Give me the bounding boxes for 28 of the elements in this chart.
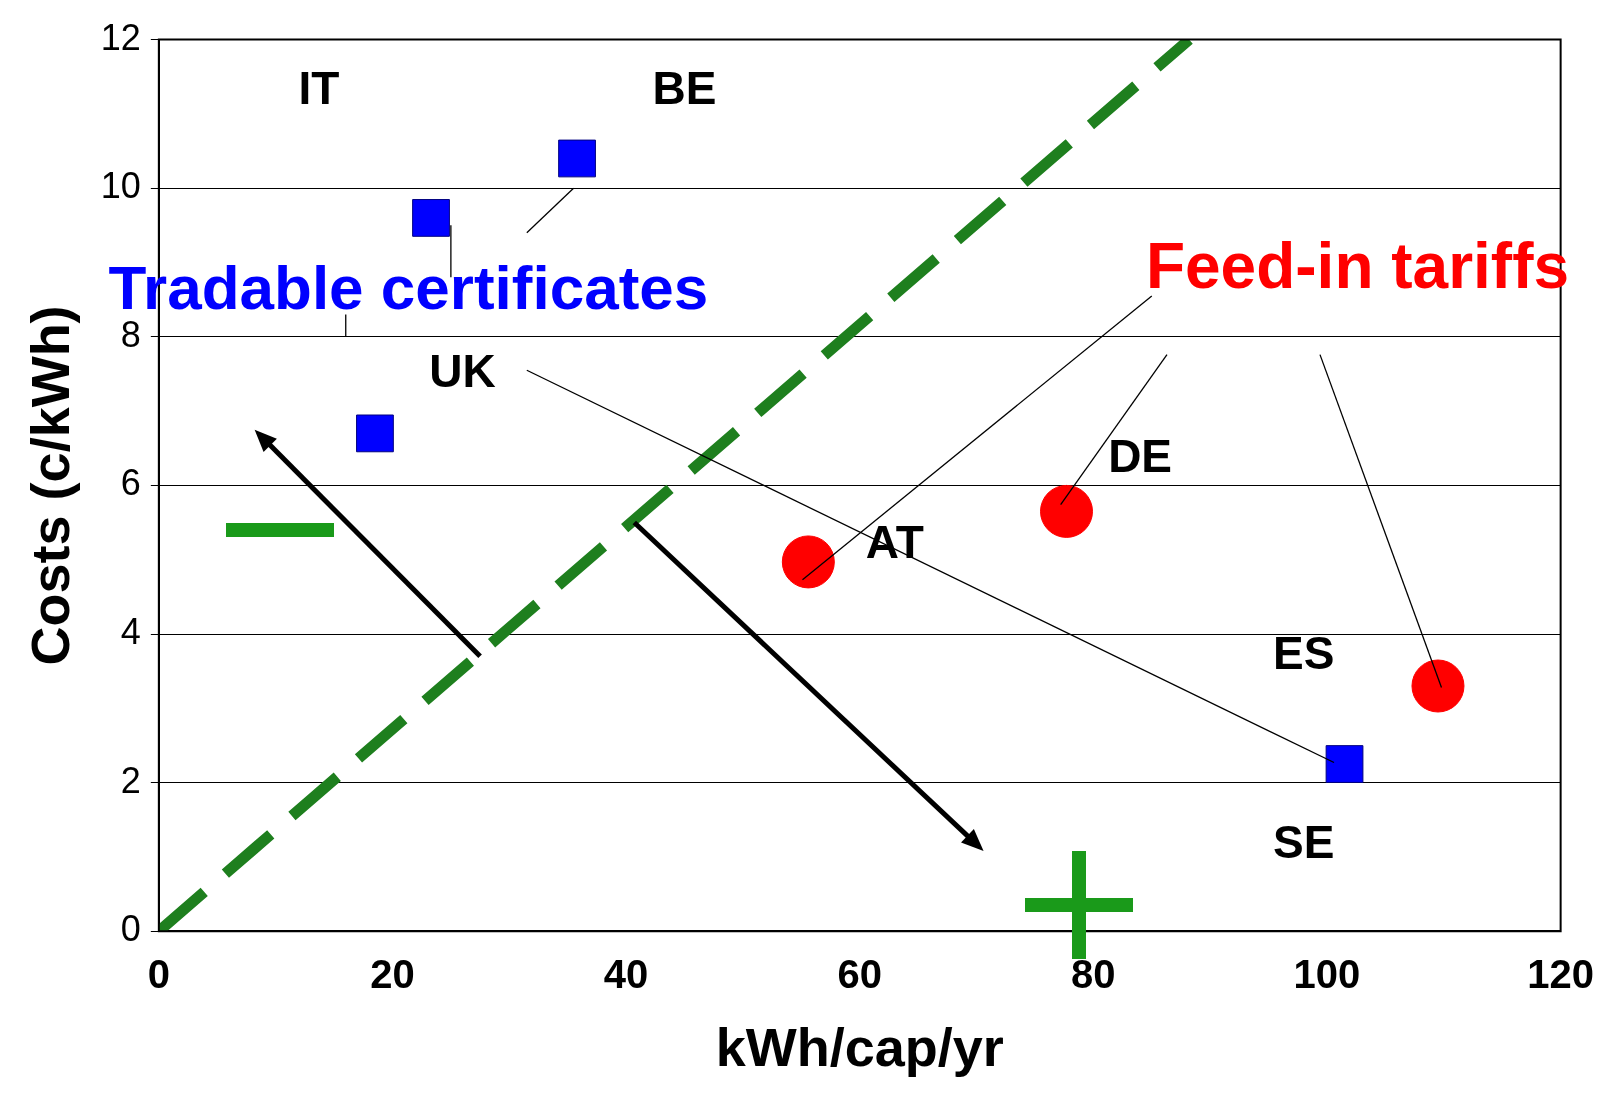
x-tick-label: 120 xyxy=(1527,952,1595,997)
y-tick-label: 4 xyxy=(120,610,141,652)
point xyxy=(356,414,394,453)
point xyxy=(558,139,596,178)
y-tick-label: 12 xyxy=(100,16,141,58)
annotation: IT xyxy=(298,62,340,115)
x-tick-label: 20 xyxy=(370,952,415,997)
y-tick-label: 0 xyxy=(120,908,141,950)
x-axis-title: kWh/cap/yr xyxy=(715,1017,1004,1078)
x-tick-label: 60 xyxy=(837,952,882,997)
point xyxy=(412,199,450,237)
point xyxy=(1325,745,1364,783)
y-tick-label: 8 xyxy=(120,313,141,355)
annotation: UK xyxy=(429,344,496,397)
y-tick-label: 2 xyxy=(120,759,141,801)
y-axis-title: Costs (c/kWh) xyxy=(20,305,81,666)
annotation: BE xyxy=(652,62,717,115)
point xyxy=(1040,484,1093,538)
x-tick-label: 100 xyxy=(1293,952,1361,997)
x-tick-label: 40 xyxy=(603,952,649,997)
point xyxy=(1411,659,1465,713)
y-tick-label: 10 xyxy=(100,165,141,207)
annotation: DE xyxy=(1108,430,1173,483)
y-tick-label: 6 xyxy=(120,462,141,504)
x-tick-label: 80 xyxy=(1071,952,1116,997)
annotation: ES xyxy=(1272,626,1335,679)
annotation: SE xyxy=(1272,816,1335,869)
point xyxy=(781,535,835,589)
